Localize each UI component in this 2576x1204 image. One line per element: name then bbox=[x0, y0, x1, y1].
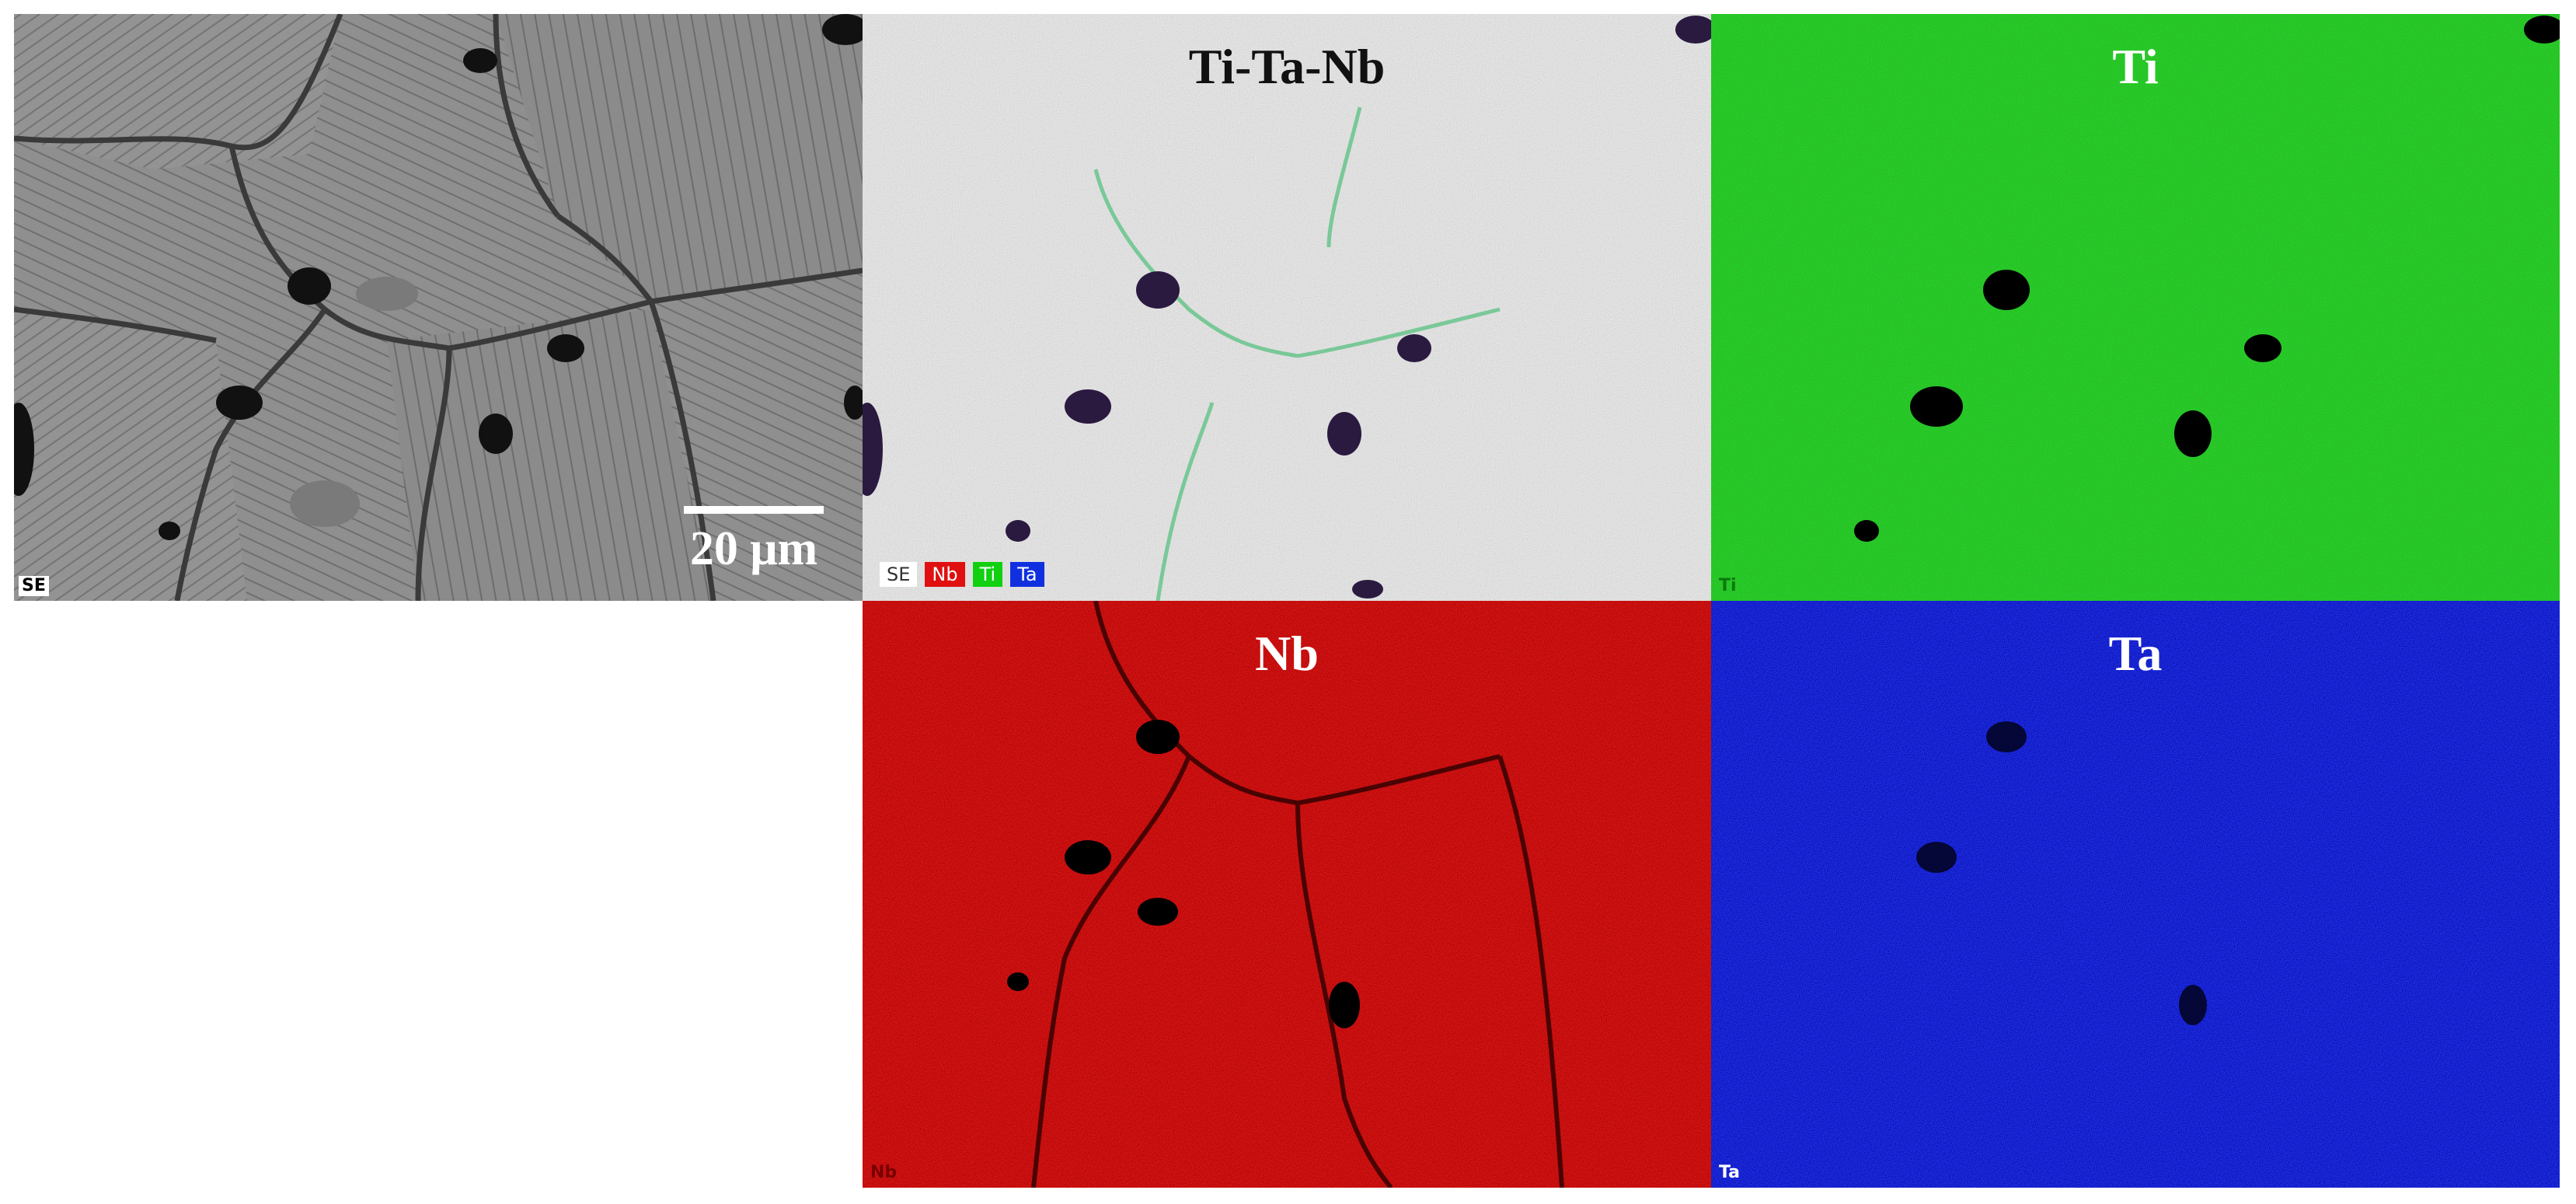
nb-title: Nb bbox=[1255, 626, 1319, 681]
se-micrograph-image bbox=[14, 14, 863, 601]
ti-corner-label: Ti bbox=[1719, 576, 1737, 595]
composite-map-image bbox=[863, 14, 1711, 601]
legend-se: SE bbox=[880, 562, 918, 587]
ta-map-panel: Ta Ta bbox=[1711, 601, 2560, 1188]
ta-title: Ta bbox=[2108, 626, 2163, 681]
nb-corner-label: Nb bbox=[870, 1163, 898, 1182]
legend-nb: Nb bbox=[925, 562, 965, 587]
legend-ti: Ti bbox=[972, 562, 1003, 587]
ta-corner-label: Ta bbox=[1719, 1163, 1741, 1182]
scale-bar: 20 μm bbox=[684, 506, 824, 573]
ti-map-panel: Ti Ti bbox=[1711, 14, 2560, 601]
composite-title: Ti-Ta-Nb bbox=[1188, 39, 1386, 94]
ti-map-image bbox=[1711, 14, 2560, 601]
se-corner-label: SE bbox=[19, 576, 49, 596]
legend-ta: Ta bbox=[1010, 562, 1044, 587]
nb-map-panel: Nb Nb bbox=[863, 601, 1711, 1188]
composite-map-panel: Ti-Ta-Nb SE Nb Ti Ta bbox=[863, 14, 1711, 601]
scale-bar-line bbox=[684, 506, 824, 514]
nb-map-image bbox=[863, 601, 1711, 1188]
scale-bar-label: 20 μm bbox=[689, 522, 818, 575]
se-micrograph-panel: SE 20 μm bbox=[14, 14, 863, 601]
ta-map-image bbox=[1711, 601, 2560, 1188]
ti-title: Ti bbox=[2112, 39, 2159, 94]
element-legend: SE Nb Ti Ta bbox=[880, 562, 1044, 587]
